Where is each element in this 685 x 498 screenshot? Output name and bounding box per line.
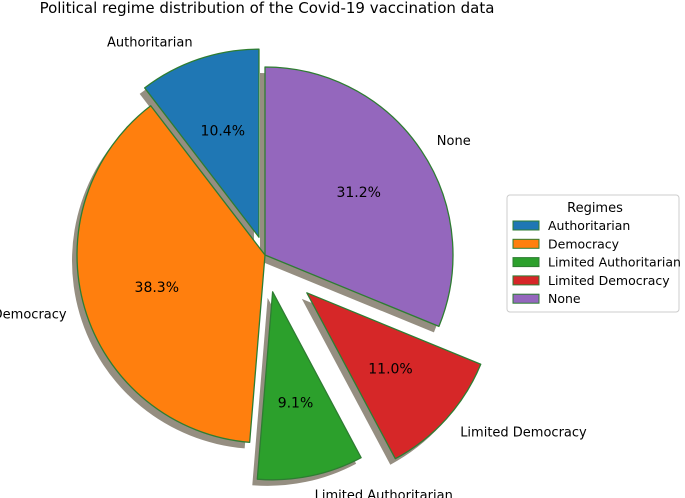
- slice-label-democracy: Democracy: [0, 307, 67, 322]
- slice-none: [264, 66, 454, 328]
- pct-label-authoritarian: 10.4%: [201, 123, 245, 139]
- slice-label-none: None: [437, 134, 471, 149]
- legend-swatch-none: [512, 293, 540, 304]
- legend-frame: [506, 194, 680, 313]
- chart-title: Political regime distribution of the Cov…: [40, 0, 495, 17]
- slice-label-limited-authoritarian: Limited Authoritarian: [315, 488, 453, 498]
- slice-limited-authoritarian: [256, 291, 362, 481]
- slice-label-limited-democracy: Limited Democracy: [460, 426, 587, 441]
- slice-authoritarian: [144, 48, 260, 238]
- pct-label-limited-democracy: 11.0%: [368, 362, 412, 378]
- legend: Regimes Authoritarian Democracy Limited Au…: [506, 194, 681, 313]
- pct-label-none: 31.2%: [336, 185, 380, 201]
- pie-slices: [76, 48, 482, 481]
- legend-swatch-authoritarian: [512, 220, 540, 231]
- legend-label-limited-authoritarian: Limited Authoritarian: [548, 255, 681, 270]
- slice-limited-democracy: [306, 292, 482, 460]
- legend-label-democracy: Democracy: [548, 236, 620, 251]
- legend-swatch-limited-democracy: [512, 275, 540, 286]
- legend-label-limited-democracy: Limited Democracy: [548, 273, 670, 288]
- legend-swatch-limited-authoritarian: [512, 257, 540, 268]
- slice-democracy: [76, 105, 266, 444]
- pct-label-democracy: 38.3%: [135, 280, 179, 296]
- pct-label-limited-authoritarian: 9.1%: [278, 395, 314, 411]
- legend-swatch-democracy: [512, 238, 540, 249]
- legend-title: Regimes: [567, 201, 623, 216]
- legend-label-authoritarian: Authoritarian: [548, 218, 630, 233]
- slice-label-authoritarian: Authoritarian: [107, 35, 193, 50]
- pie-labels: 10.4% Authoritarian 38.3% Democracy 9.1% Limi…: [0, 35, 587, 498]
- legend-label-none: None: [548, 291, 581, 306]
- legend-items: Authoritarian Democracy Limited Authoritar…: [512, 218, 681, 306]
